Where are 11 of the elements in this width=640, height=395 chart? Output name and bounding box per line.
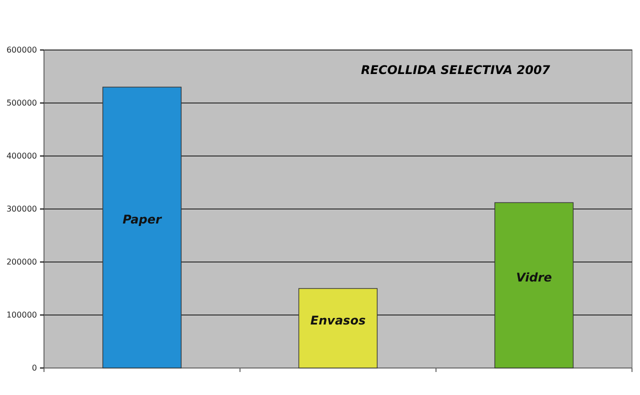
y-tick-label: 0 — [32, 364, 37, 373]
x-tick-label: Vidre — [516, 270, 552, 284]
y-tick-label: 400000 — [6, 152, 37, 161]
y-tick-label: 500000 — [6, 98, 37, 108]
text: RECOLLIDA SELECTIVA 2007 — [361, 63, 551, 77]
x-tick-label: Paper — [122, 212, 162, 227]
y-tick-label: 200000 — [6, 258, 37, 267]
x-tick-label: Envasos — [310, 313, 366, 328]
y-tick-label: 100000 — [6, 310, 37, 320]
y-tick-label: 600000 — [6, 46, 37, 55]
y-tick-label: 300000 — [6, 204, 37, 214]
